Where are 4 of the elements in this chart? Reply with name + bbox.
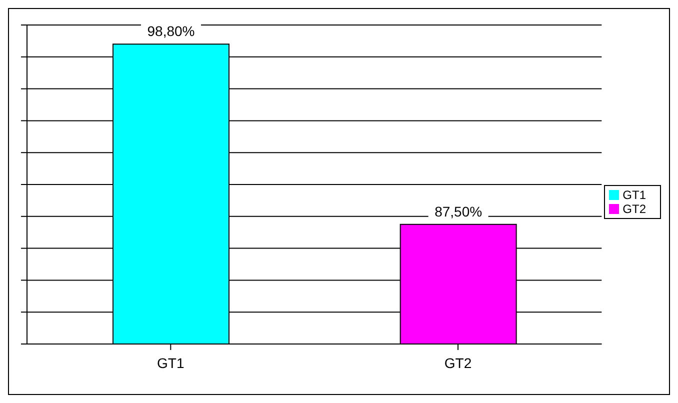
data-label: 98,80%	[147, 23, 195, 40]
legend-label: GT2	[622, 202, 646, 216]
data-label: 87,50%	[434, 203, 482, 220]
legend-label: GT1	[622, 188, 646, 202]
